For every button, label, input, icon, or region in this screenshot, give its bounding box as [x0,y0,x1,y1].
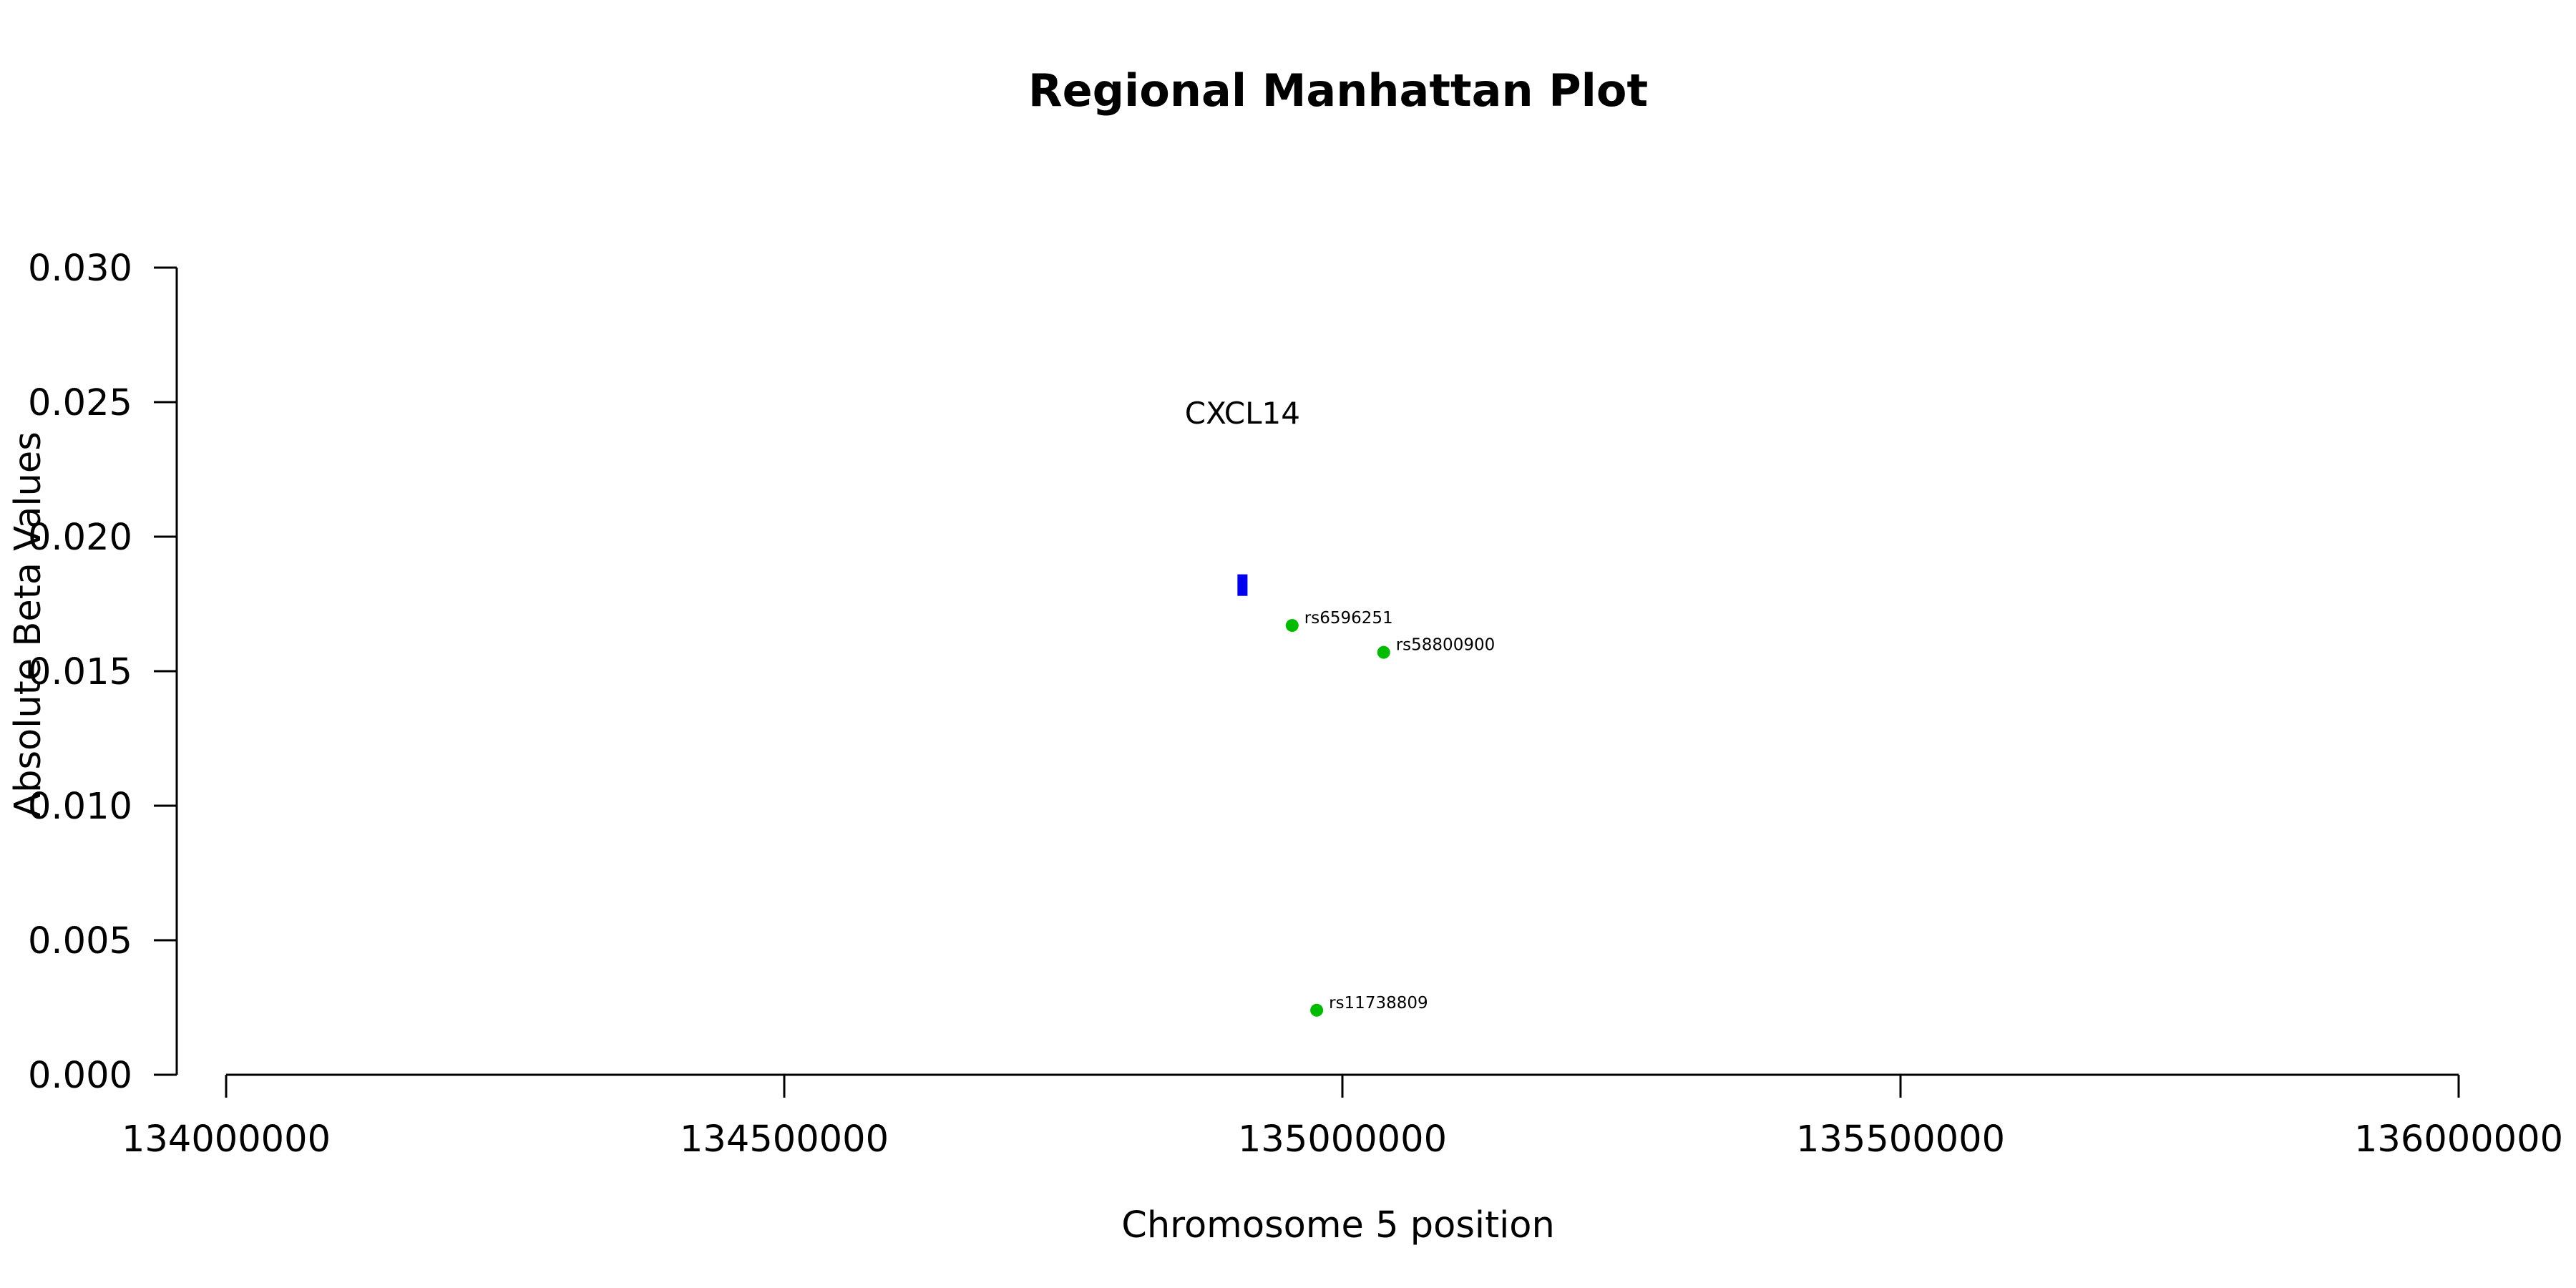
snp-label: rs6596251 [1304,609,1393,628]
y-tick-label: 0.025 [28,382,132,424]
snp-point [1285,619,1299,633]
y-axis-label: Absolute Beta Values [7,431,49,818]
snp-label: rs58800900 [1396,636,1496,655]
gene-label: CXCL14 [1185,396,1300,431]
y-tick-label: 0.010 [28,786,132,828]
y-tick-label: 0.000 [28,1055,132,1097]
x-tick-label: 134000000 [122,1118,331,1161]
y-tick-label: 0.020 [28,517,132,559]
snp-label: rs11738809 [1329,994,1428,1013]
x-tick-label: 135500000 [1796,1118,2005,1161]
chart-title: Regional Manhattan Plot [1028,64,1648,117]
y-tick-label: 0.030 [28,248,132,290]
gene-layer: CXCL14 [1185,396,1300,596]
x-axis-label: Chromosome 5 position [1121,1204,1555,1246]
y-tick-label: 0.015 [28,651,132,693]
snp-point [1310,1003,1324,1017]
x-tick-label: 135000000 [1238,1118,1447,1161]
axes: 0.000 0.005 0.010 0.015 0.020 0.025 0.030 13400… [28,248,2563,1161]
y-tick-label: 0.005 [28,920,132,962]
x-tick-label: 134500000 [680,1118,889,1161]
gene-marker [1237,574,1248,596]
snp-point [1377,645,1390,659]
x-tick-label: 136000000 [2354,1118,2563,1161]
